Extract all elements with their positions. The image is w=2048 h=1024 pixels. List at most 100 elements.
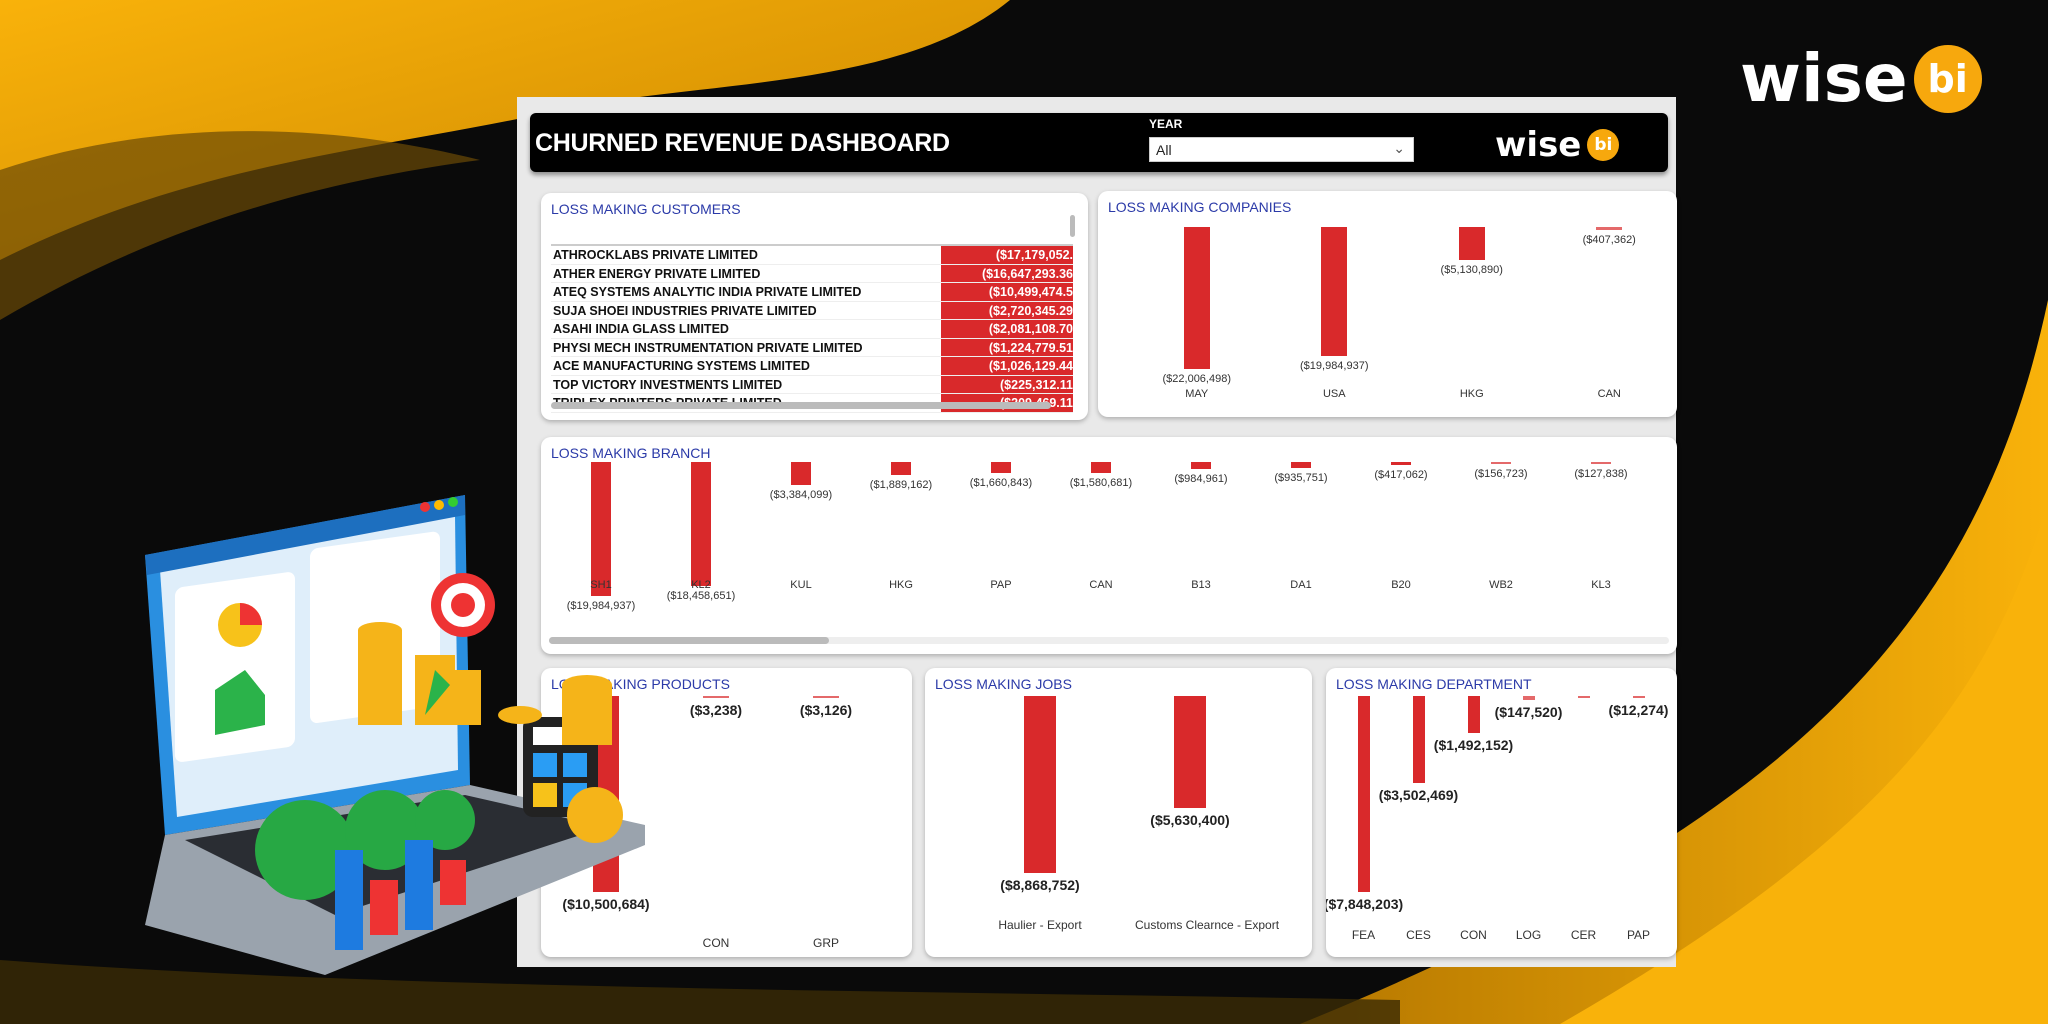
customer-name: TOP VICTORY INVESTMENTS LIMITED [553, 377, 783, 392]
data-label: ($1,580,681) [1069, 476, 1133, 489]
data-label: ($147,520) [1494, 703, 1563, 720]
customer-name: ACE MANUFACTURING SYSTEMS LIMITED [553, 359, 810, 373]
bar-companies[interactable] [1458, 227, 1485, 261]
brand-logo: wise bi [1740, 40, 1982, 117]
bar-products[interactable] [703, 696, 729, 698]
customer-name: ATHROCKLABS PRIVATE LIMITED [553, 248, 758, 262]
bar-department[interactable] [1357, 696, 1370, 892]
category-label: Haulier - Export [998, 918, 1082, 932]
loss-making-jobs-card: LOSS MAKING JOBS ($8,868,752) Haulier - Ex… [925, 668, 1312, 957]
bar-department[interactable] [1577, 696, 1590, 698]
data-label: ($8,868,752) [1000, 877, 1080, 893]
bar-branch[interactable] [791, 462, 811, 485]
category-label: CAN [1089, 579, 1113, 591]
bar-companies[interactable] [1596, 227, 1623, 230]
category-label: CON [1460, 928, 1487, 942]
data-label: ($417,062) [1374, 468, 1428, 481]
category-label: FEA [1351, 928, 1376, 942]
bar-branch[interactable] [691, 462, 711, 586]
category-label: HKG [1459, 388, 1484, 400]
category-label: HKG [889, 579, 913, 591]
bar-branch[interactable] [1391, 462, 1411, 465]
loss-making-department-card: LOSS MAKING DEPARTMENT ($7,848,203) FEA ($3… [1326, 668, 1677, 957]
bar-companies[interactable] [1183, 227, 1210, 369]
table-row[interactable]: ATHROCKLABS PRIVATE LIMITED ($17,179,052. [551, 246, 1073, 265]
data-label: ($984,961) [1174, 472, 1228, 485]
card-title: LOSS MAKING JOBS [935, 676, 1072, 692]
table-header [551, 233, 1073, 246]
category-label: CAN [1597, 388, 1621, 400]
bar-branch[interactable] [991, 462, 1011, 474]
data-label: ($3,502,469) [1378, 787, 1459, 804]
bar-jobs[interactable] [1024, 696, 1056, 873]
category-label: Customs Clearnce - Export [1135, 918, 1280, 932]
category-label: PAP [1626, 928, 1651, 942]
card-title: LOSS MAKING BRANCH [551, 445, 711, 461]
horizontal-scrollbar-track[interactable] [549, 637, 1669, 644]
customer-name: ATEQ SYSTEMS ANALYTIC INDIA PRIVATE LIMI… [553, 285, 862, 299]
year-dropdown[interactable]: All ⌄ [1149, 137, 1414, 162]
category-label: KUL [790, 579, 812, 591]
bar-jobs[interactable] [1174, 696, 1206, 809]
category-label: USA [1322, 388, 1346, 400]
card-title: LOSS MAKING COMPANIES [1108, 199, 1292, 215]
bar-branch[interactable] [1191, 462, 1211, 469]
card-title: LOSS MAKING DEPARTMENT [1336, 676, 1532, 692]
year-filter-label: YEAR [1149, 117, 1183, 131]
bar-department[interactable] [1467, 696, 1480, 734]
bar-department[interactable] [1632, 696, 1645, 698]
dashboard-header: CHURNED REVENUE DASHBOARD YEAR All ⌄ wis… [530, 113, 1668, 172]
bar-department[interactable] [1412, 696, 1425, 784]
table-row[interactable]: ASAHI INDIA GLASS LIMITED ($2,081,108.70 [551, 320, 1073, 339]
customer-name: SUJA SHOEI INDUSTRIES PRIVATE LIMITED [553, 303, 817, 318]
category-label: PAP [990, 579, 1012, 591]
customer-name: PHYSI MECH INSTRUMENTATION PRIVATE LIMIT… [553, 340, 863, 355]
horizontal-scrollbar[interactable] [551, 402, 1051, 409]
category-label: WB2 [1489, 579, 1513, 591]
table-row[interactable]: PHYSI MECH INSTRUMENTATION PRIVATE LIMIT… [551, 338, 1073, 357]
bar-branch[interactable] [1591, 462, 1611, 464]
category-label: CES [1406, 928, 1431, 942]
loss-making-companies-card: LOSS MAKING COMPANIES ($22,006,498) MAY ($1… [1098, 191, 1677, 417]
customer-loss-value: ($17,179,052. [941, 246, 1073, 264]
bar-branch[interactable] [591, 462, 611, 596]
table-row[interactable]: ATHER ENERGY PRIVATE LIMITED ($16,647,293… [551, 264, 1073, 283]
table-row[interactable]: ATEQ SYSTEMS ANALYTIC INDIA PRIVATE LIMI… [551, 283, 1073, 302]
logo-word: wise [1740, 40, 1908, 117]
customer-loss-value: ($10,499,474.5 [941, 283, 1073, 301]
customer-loss-value: ($16,647,293.36 [941, 264, 1073, 282]
horizontal-scrollbar[interactable] [549, 637, 829, 644]
bar-branch[interactable] [1091, 462, 1111, 473]
bar-products[interactable] [813, 696, 839, 698]
logo-word: wise [1495, 125, 1582, 165]
category-label: B13 [1191, 579, 1211, 591]
page-title: CHURNED REVENUE DASHBOARD [535, 129, 950, 157]
data-label: ($19,984,937) [566, 600, 636, 612]
data-label: ($407,362) [1582, 233, 1636, 246]
category-label: B20 [1391, 579, 1411, 591]
bar-companies[interactable] [1321, 227, 1348, 356]
bar-branch[interactable] [1291, 462, 1311, 469]
bar-branch[interactable] [891, 462, 911, 475]
category-label: MAY [1185, 388, 1209, 400]
category-label: KL3 [1591, 579, 1611, 591]
data-label: ($12,274) [1608, 702, 1669, 718]
table-row[interactable]: ACE MANUFACTURING SYSTEMS LIMITED ($1,026… [551, 357, 1073, 376]
customer-loss-value: ($1,026,129.44 [941, 357, 1073, 375]
bar-department[interactable] [1522, 696, 1535, 700]
year-dropdown-value: All [1156, 142, 1172, 158]
category-label: DA1 [1290, 579, 1312, 591]
data-label: ($3,384,099) [769, 488, 833, 501]
logo-badge: bi [1587, 129, 1620, 161]
table-row[interactable]: TOP VICTORY INVESTMENTS LIMITED ($225,312… [551, 375, 1073, 394]
bar-branch[interactable] [1491, 462, 1511, 464]
vertical-scrollbar[interactable] [1070, 215, 1075, 237]
data-label: ($935,751) [1274, 472, 1328, 485]
data-label: ($1,492,152) [1433, 737, 1514, 754]
loss-making-branch-card: LOSS MAKING BRANCH ($19,984,937) SH1 ($18,4… [541, 437, 1677, 654]
table-row[interactable]: SUJA SHOEI INDUSTRIES PRIVATE LIMITED ($2… [551, 301, 1073, 320]
data-label: ($18,458,651) [666, 589, 736, 602]
data-label: ($3,238) [689, 702, 743, 718]
data-label: ($10,500,684) [562, 896, 650, 912]
data-label: ($1,660,843) [969, 477, 1033, 490]
